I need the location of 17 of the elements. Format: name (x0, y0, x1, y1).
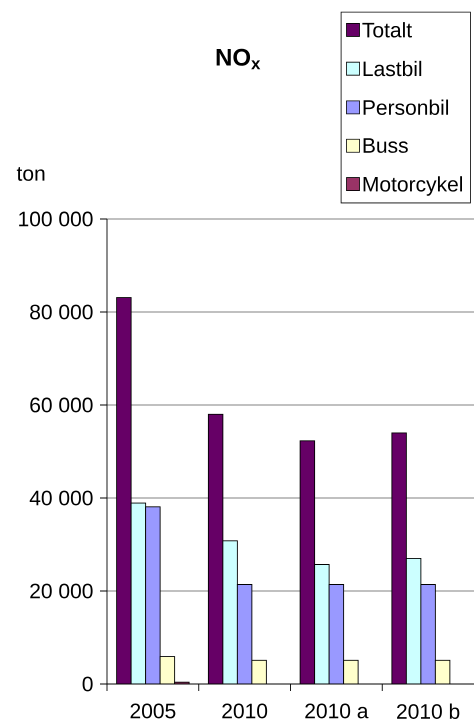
y-tick-label: 100 000 (19, 212, 93, 226)
y-tick-label: 40 000 (30, 490, 93, 506)
chart-title: NO$_{x}$ (216, 48, 260, 70)
legend-label: Totalt (362, 22, 412, 38)
legend-label: Motorcykel (364, 176, 462, 196)
y-tick-label: 0 (82, 676, 93, 692)
legend-label: Lastbil (364, 60, 422, 76)
x-tick-label: 2010 (222, 704, 268, 718)
y-tick-label: 60 000 (30, 398, 93, 412)
y-axis-title: ton (16, 167, 44, 181)
legend-label: Buss (364, 138, 408, 153)
x-tick-label: 2005 (130, 704, 176, 718)
x-tick-label: 2010 b (397, 704, 460, 719)
y-tick-label: 80 000 (30, 304, 93, 320)
legend-label: Personbil (364, 100, 448, 115)
x-tick-label: 2010 a (305, 704, 368, 718)
y-tick-label: 20 000 (30, 584, 93, 598)
